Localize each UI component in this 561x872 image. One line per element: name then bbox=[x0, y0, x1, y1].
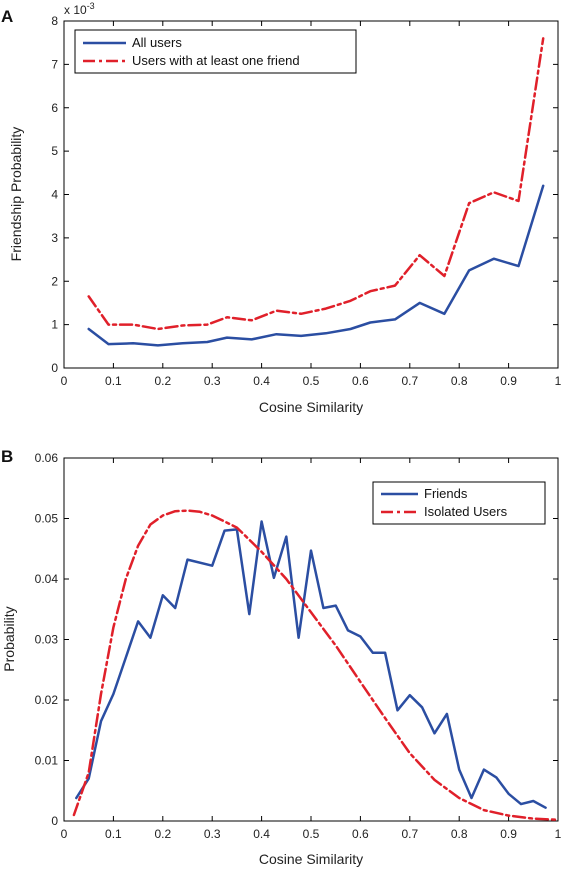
panel-b-ytick-label: 0.02 bbox=[35, 693, 59, 707]
panel-a-xlabel: Cosine Similarity bbox=[259, 399, 363, 415]
panel-b-ticks: 0 0.1 0.2 0.3 0.4 0.5 0.6 0.7 0.8 0.9 1 0 0.01 0.02 0.… bbox=[35, 451, 561, 841]
panel-a-ytick-label: 1 bbox=[51, 318, 58, 332]
panel-a-xtick-label: 0.9 bbox=[500, 374, 517, 388]
panel-a-xtick-label: 0.8 bbox=[451, 374, 468, 388]
panel-a-ylabel: Friendship Probability bbox=[8, 127, 24, 262]
panel-a-ytick-label: 7 bbox=[51, 57, 58, 71]
panel-b-series-line-0 bbox=[75, 520, 547, 809]
panel-b-legend: Friends Isolated Users bbox=[372, 481, 546, 525]
panel-b-xlabel: Cosine Similarity bbox=[259, 851, 363, 867]
panel-a-plot-area bbox=[63, 20, 559, 369]
panel-a-letter: A bbox=[1, 7, 13, 26]
panel-a-ytick-label: 6 bbox=[51, 101, 58, 115]
panel-b-xtick-label: 0.9 bbox=[500, 827, 517, 841]
panel-b-series bbox=[72, 509, 560, 822]
panel-a-ytick-label: 8 bbox=[51, 14, 58, 28]
panel-b-ytick-label: 0.06 bbox=[35, 451, 59, 465]
panel-a-xtick-label: 0.5 bbox=[303, 374, 320, 388]
panel-b-xtick-label: 0 bbox=[61, 827, 68, 841]
panel-a-xtick-label: 0.1 bbox=[105, 374, 122, 388]
panel-b-xtick-label: 0.3 bbox=[204, 827, 221, 841]
panel-a-ticks: 0 0.1 0.2 0.3 0.4 0.5 0.6 0.7 0.8 0.9 1 0 1 2 3 4 5 6 7 8 bbox=[51, 14, 561, 388]
panel-a-xtick-label: 0.2 bbox=[154, 374, 171, 388]
panel-b-ylabel: Probability bbox=[1, 606, 17, 671]
panel-b-xtick-label: 0.4 bbox=[253, 827, 270, 841]
panel-a-series-line-0 bbox=[87, 184, 545, 347]
panel-a-series bbox=[87, 37, 545, 347]
panel-b-ytick-label: 0.01 bbox=[35, 754, 59, 768]
panel-b: B 0 0.1 0.2 0.3 0.4 0.5 0.6 0.7 0.8 0.9 1 0 0.01 0.02… bbox=[1, 447, 561, 867]
panel-b-ytick-label: 0.05 bbox=[35, 512, 59, 526]
panel-a-xtick-label: 1 bbox=[555, 374, 561, 388]
panel-a-ytick-label: 5 bbox=[51, 144, 58, 158]
panel-b-legend-box bbox=[372, 481, 546, 525]
panel-a-series-line-1 bbox=[87, 37, 545, 331]
panel-a-ytick-label: 2 bbox=[51, 274, 58, 288]
panel-b-series-line-1 bbox=[72, 509, 560, 822]
panel-b-legend-label-friends: Friends bbox=[424, 486, 468, 501]
panel-a-xtick-label: 0.7 bbox=[401, 374, 418, 388]
panel-a-legend-box bbox=[74, 29, 357, 74]
panel-b-xtick-label: 0.2 bbox=[154, 827, 171, 841]
panel-a-xtick-label: 0 bbox=[61, 374, 68, 388]
panel-b-xtick-label: 0.5 bbox=[303, 827, 320, 841]
panel-a-legend-label-all-users: All users bbox=[132, 35, 182, 50]
panel-a-ytick-label: 3 bbox=[51, 231, 58, 245]
panel-b-xtick-label: 0.1 bbox=[105, 827, 122, 841]
panel-a: A 0 0.1 0.2 0.3 0.4 0.5 0.6 0.7 0.8 0.9 1 0 1 2 3 4 5 6 7 8… bbox=[1, 1, 561, 415]
panel-a-ytick-label: 0 bbox=[51, 361, 58, 375]
panel-a-legend-label-friend-users: Users with at least one friend bbox=[132, 53, 300, 68]
panel-b-legend-label-isolated: Isolated Users bbox=[424, 504, 508, 519]
panel-a-xtick-label: 0.3 bbox=[204, 374, 221, 388]
panel-b-ytick-label: 0.04 bbox=[35, 572, 59, 586]
panel-b-ytick-label: 0 bbox=[51, 814, 58, 828]
panel-a-exponent: x 10-3 bbox=[64, 1, 95, 17]
panel-b-xtick-label: 0.8 bbox=[451, 827, 468, 841]
panel-a-legend: All users Users with at least one friend bbox=[74, 29, 357, 74]
panel-a-ytick-label: 4 bbox=[51, 188, 58, 202]
panel-a-xtick-label: 0.6 bbox=[352, 374, 369, 388]
panel-b-xtick-label: 0.6 bbox=[352, 827, 369, 841]
panel-b-xtick-label: 1 bbox=[555, 827, 561, 841]
panel-b-ytick-label: 0.03 bbox=[35, 633, 59, 647]
panel-b-xtick-label: 0.7 bbox=[401, 827, 418, 841]
panel-b-letter: B bbox=[1, 447, 13, 466]
panel-a-xtick-label: 0.4 bbox=[253, 374, 270, 388]
